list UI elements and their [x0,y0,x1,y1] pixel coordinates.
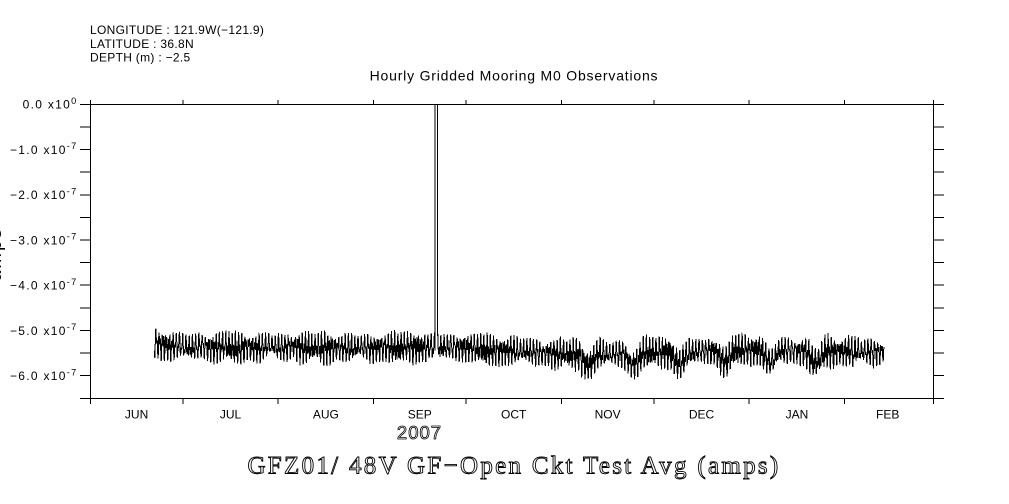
svg-text:LATITUDE : 36.8N: LATITUDE : 36.8N [90,37,194,51]
svg-text:LONGITUDE : 121.9W(−121.9): LONGITUDE : 121.9W(−121.9) [90,23,264,37]
svg-text:−5.0 x10-7: −5.0 x10-7 [10,322,78,338]
svg-text:−2.0 x10-7: −2.0 x10-7 [10,187,78,203]
svg-text:−4.0 x10-7: −4.0 x10-7 [10,277,78,293]
svg-text:FEB: FEB [876,408,899,422]
svg-text:2007: 2007 [397,422,442,443]
svg-text:−6.0 x10-7: −6.0 x10-7 [10,367,78,383]
svg-text:AUG: AUG [313,408,339,422]
svg-text:−3.0 x10-7: −3.0 x10-7 [10,232,78,248]
svg-text:−1.0 x10-7: −1.0 x10-7 [10,141,78,157]
svg-text:JUL: JUL [220,408,242,422]
svg-text:DEC: DEC [689,408,715,422]
svg-text:GFZ01/ 48V GF−Open Ckt Test Av: GFZ01/ 48V GF−Open Ckt Test Avg (amps) [247,452,780,479]
svg-text:Hourly Gridded Mooring M0 Obse: Hourly Gridded Mooring M0 Observations [370,68,659,84]
svg-text:OCT: OCT [501,408,527,422]
svg-text:amps: amps [0,227,5,281]
svg-text:JUN: JUN [125,408,148,422]
svg-text:DEPTH (m) : −2.5: DEPTH (m) : −2.5 [90,51,191,65]
svg-text:SEP: SEP [408,408,432,422]
svg-text:NOV: NOV [595,408,621,422]
svg-text:0.0 x100: 0.0 x100 [23,96,78,112]
svg-text:JAN: JAN [786,408,809,422]
